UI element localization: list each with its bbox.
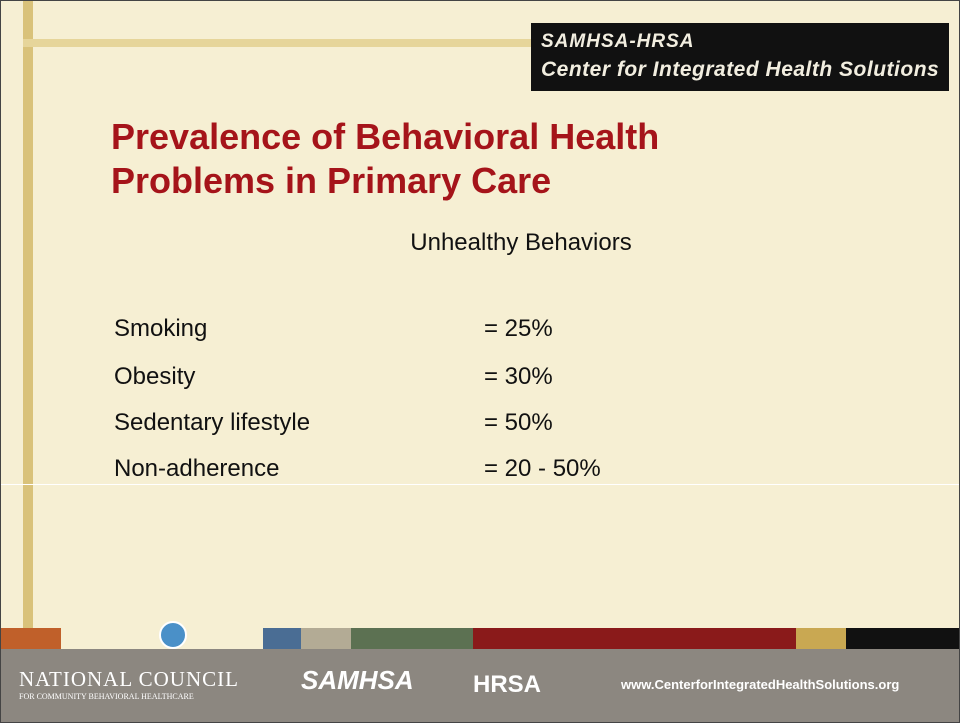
color-bar xyxy=(301,628,351,649)
header: SAMHSA-HRSA Center for Integrated Health… xyxy=(531,23,949,91)
header-line: Center for Integrated Health Solutions xyxy=(541,58,940,81)
row-label: Sedentary lifestyle xyxy=(114,409,311,436)
row-value: = 50% xyxy=(484,409,553,436)
rule xyxy=(1,484,959,485)
row-label: Smoking xyxy=(114,315,208,342)
row-label: Obesity xyxy=(114,363,196,390)
globe-icon xyxy=(159,621,187,649)
subtitle: Unhealthy Behaviors xyxy=(410,229,632,256)
title: Prevalence of Behavioral Health Problems… xyxy=(111,116,660,201)
logo-text: NATIONAL COUNCIL xyxy=(19,667,239,691)
row-value: = 20 - 50% xyxy=(484,455,601,482)
logo-text: FOR COMMUNITY BEHAVIORAL HEALTHCARE xyxy=(19,692,194,701)
logo-text: SAMHSA xyxy=(301,665,414,695)
row-value: = 25% xyxy=(484,315,553,342)
color-bar xyxy=(263,628,301,649)
footer: NATIONAL COUNCIL FOR COMMUNITY BEHAVIORA… xyxy=(1,649,959,722)
row-value: = 30% xyxy=(484,363,553,390)
color-bar xyxy=(796,628,846,649)
frame xyxy=(23,1,33,628)
color-bar xyxy=(1,628,61,649)
url: www.CenterforIntegratedHealthSolutions.o… xyxy=(621,677,900,692)
frame xyxy=(23,39,543,47)
row-label: Non-adherence xyxy=(114,455,280,482)
color-bar xyxy=(846,628,959,649)
logo-text: HRSA xyxy=(473,671,542,698)
color-bar xyxy=(351,628,473,649)
header-line: SAMHSA-HRSA xyxy=(541,31,695,52)
color-bar xyxy=(473,628,796,649)
